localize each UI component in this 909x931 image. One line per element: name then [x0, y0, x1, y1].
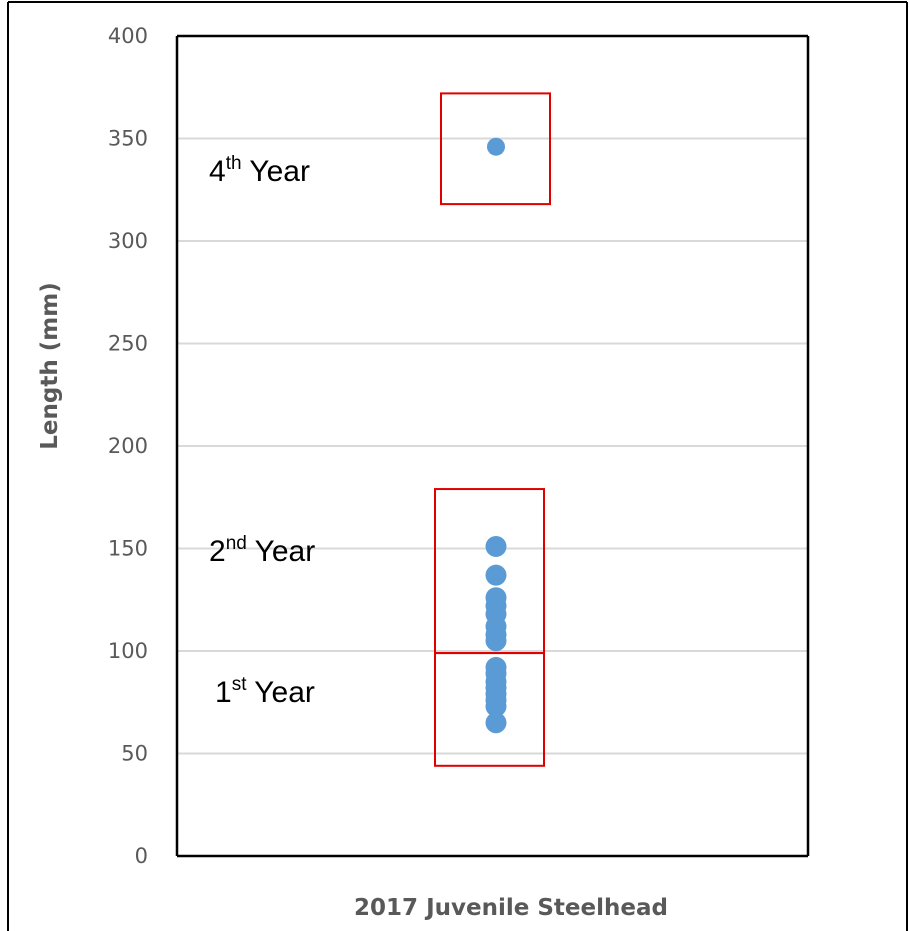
data-point — [485, 535, 507, 557]
data-point — [485, 695, 507, 717]
y-tick-label: 350 — [108, 127, 148, 151]
annotation-1st-year: 1st Year — [215, 674, 315, 709]
data-point — [485, 712, 507, 734]
y-tick-label: 200 — [108, 434, 148, 458]
y-tick-labels: 0 50 100 150 200 250 300 350 400 — [108, 24, 148, 868]
y-tick-label: 300 — [108, 229, 148, 253]
y-tick-label: 0 — [135, 844, 148, 868]
highlight-boxes — [434, 92, 551, 767]
y-tick-label: 400 — [108, 24, 148, 48]
y-tick-label: 150 — [108, 537, 148, 561]
data-point — [485, 564, 507, 586]
y-tick-label: 100 — [108, 639, 148, 663]
data-point — [487, 137, 505, 156]
annotation-4th-year: 4th Year — [209, 153, 310, 188]
highlight-box — [440, 92, 551, 206]
data-point — [485, 630, 507, 652]
annotation-2nd-year: 2nd Year — [209, 533, 315, 568]
y-tick-label: 50 — [121, 742, 148, 766]
data-points — [485, 137, 507, 734]
y-tick-label: 250 — [108, 332, 148, 356]
highlight-box — [434, 652, 545, 767]
y-axis-title: Length (mm) — [37, 282, 63, 449]
x-axis-title: 2017 Juvenile Steelhead — [354, 895, 668, 921]
